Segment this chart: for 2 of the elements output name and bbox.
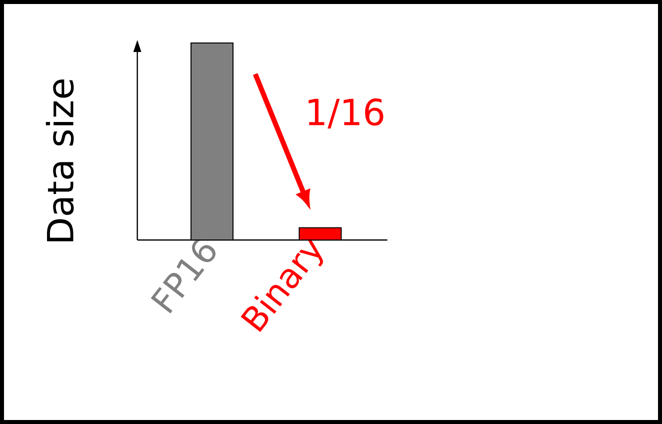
y-axis-title: Data size: [46, 80, 74, 242]
annotation: 1/16: [308, 98, 384, 128]
